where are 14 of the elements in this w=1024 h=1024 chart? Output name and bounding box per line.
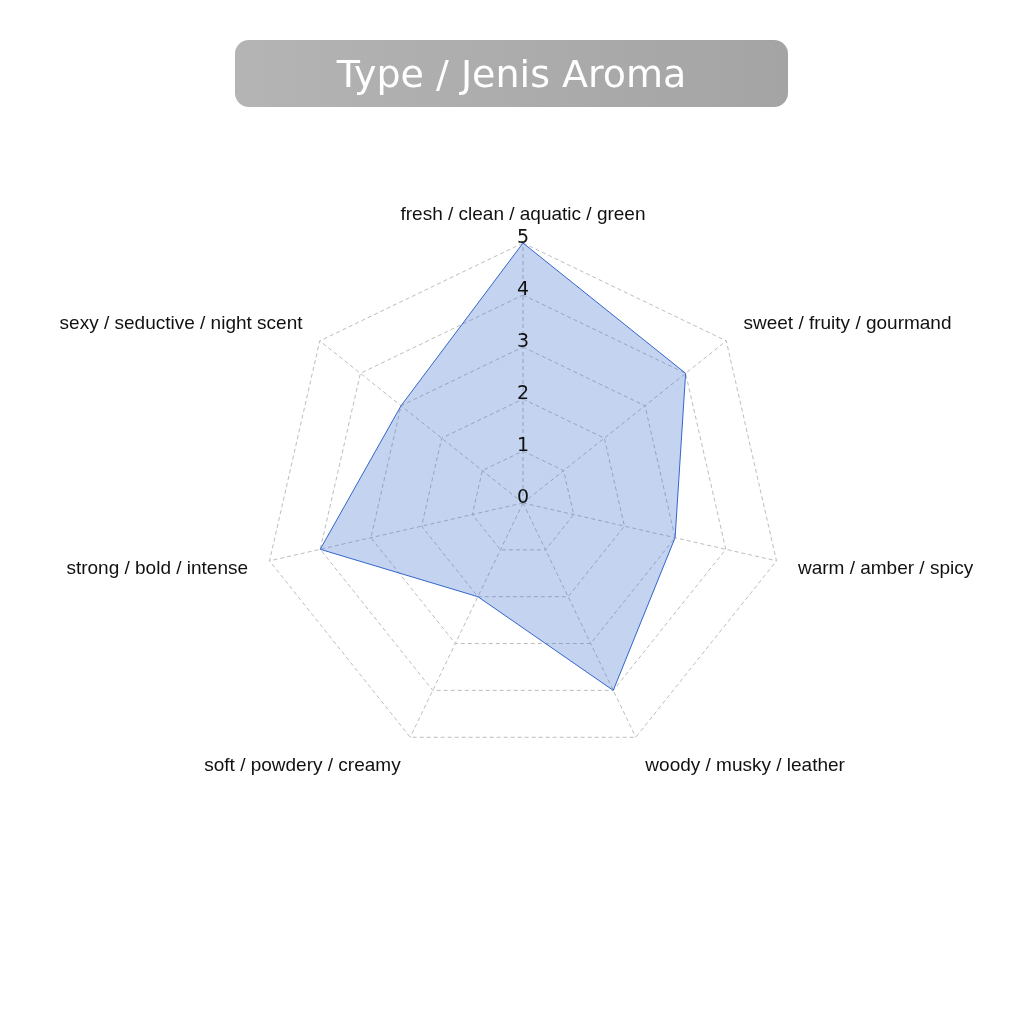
y-tick-label: 0 [516, 485, 530, 507]
y-tick-label: 4 [516, 277, 530, 299]
y-tick-label: 2 [516, 381, 530, 403]
spoke-label: soft / powdery / creamy [204, 753, 402, 775]
chart-title: Type / Jenis Aroma [235, 40, 788, 107]
spoke-label: warm / amber / spicy [796, 557, 974, 579]
y-tick-label: 5 [516, 225, 530, 247]
spoke-label: strong / bold / intense [66, 557, 249, 579]
spoke-label: sweet / fruity / gourmand [743, 311, 952, 333]
y-tick-label: 3 [516, 329, 530, 351]
spoke-label: fresh / clean / aquatic / green [400, 202, 646, 224]
spoke-label: sexy / seductive / night scent [59, 311, 304, 333]
y-tick-label: 1 [516, 433, 530, 455]
spoke-label: woody / musky / leather [644, 753, 846, 775]
